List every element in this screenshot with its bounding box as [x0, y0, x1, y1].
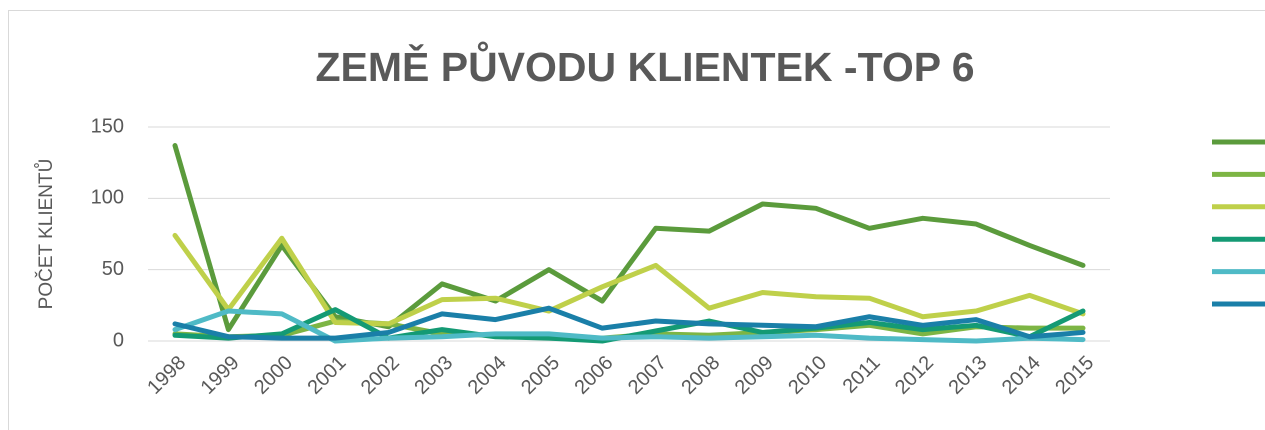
series-line — [172, 232, 1086, 327]
y-tick-label: 50 — [102, 258, 124, 280]
x-tick-label: 2003 — [410, 352, 457, 399]
y-tick-label: 0 — [113, 329, 124, 351]
x-tick-label: 2002 — [357, 352, 404, 399]
x-tick-label: 2010 — [784, 352, 831, 399]
x-tick-label: 2004 — [464, 352, 511, 399]
x-tick-label: 2013 — [944, 352, 991, 399]
x-tick-label: 2005 — [517, 352, 564, 399]
x-tick-label: 2009 — [731, 352, 778, 399]
series-line — [172, 305, 1086, 341]
series-line — [172, 143, 1086, 333]
x-tick-label: 2007 — [624, 352, 671, 399]
x-tick-label: 2015 — [1051, 352, 1098, 399]
legend — [1212, 139, 1265, 307]
x-tick-label: 1998 — [143, 352, 190, 399]
chart-frame — [8, 10, 1265, 430]
x-tick-label: 2000 — [250, 352, 297, 399]
x-tick-label: 1999 — [197, 352, 244, 399]
x-tick-label: 2012 — [891, 352, 938, 399]
x-tick-label: 2001 — [303, 352, 350, 399]
x-tick-label: 2011 — [839, 352, 885, 398]
x-tick-label: 2014 — [998, 352, 1045, 399]
chart-title: ZEMĚ PŮVODU KLIENTEK -TOP 6 — [315, 41, 974, 90]
y-axis-label: POČET KLIENTŮ — [35, 159, 57, 310]
x-tick-label: 2006 — [571, 352, 618, 399]
x-tick-label: 2008 — [677, 352, 724, 399]
y-tick-label: 100 — [91, 187, 124, 209]
y-tick-label: 150 — [91, 115, 124, 137]
lines — [172, 143, 1086, 344]
